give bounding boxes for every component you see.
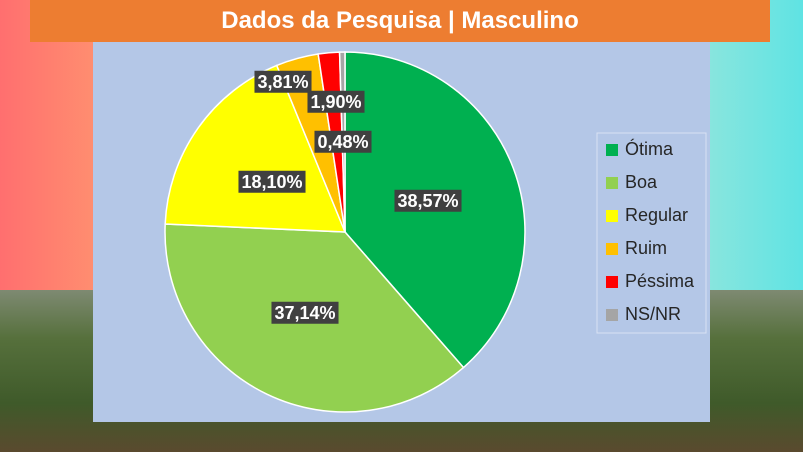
data-label-box (394, 189, 462, 212)
chart-title: Dados da Pesquisa | Masculino (30, 0, 770, 42)
legend-swatch (606, 210, 618, 222)
data-label: 18,10% (241, 172, 302, 192)
data-label: 3,81% (257, 72, 308, 92)
legend-label: Ótima (625, 138, 674, 159)
legend-label: Boa (625, 172, 658, 192)
data-label-box (271, 301, 339, 324)
legend-label: Ruim (625, 238, 667, 258)
data-label: 37,14% (274, 303, 335, 323)
legend-swatch (606, 309, 618, 321)
legend-swatch (606, 177, 618, 189)
legend-label: Péssima (625, 271, 695, 291)
legend-swatch (606, 276, 618, 288)
legend-label: Regular (625, 205, 688, 225)
legend-swatch (606, 243, 618, 255)
data-label-box (314, 130, 372, 153)
legend-swatch (606, 144, 618, 156)
data-label: 1,90% (310, 92, 361, 112)
data-label-box (307, 90, 365, 113)
data-label-box (254, 70, 312, 93)
data-label: 0,48% (317, 132, 368, 152)
legend (596, 132, 707, 334)
legend-label: NS/NR (625, 304, 681, 324)
data-label-box (238, 170, 306, 193)
data-label: 38,57% (397, 191, 458, 211)
